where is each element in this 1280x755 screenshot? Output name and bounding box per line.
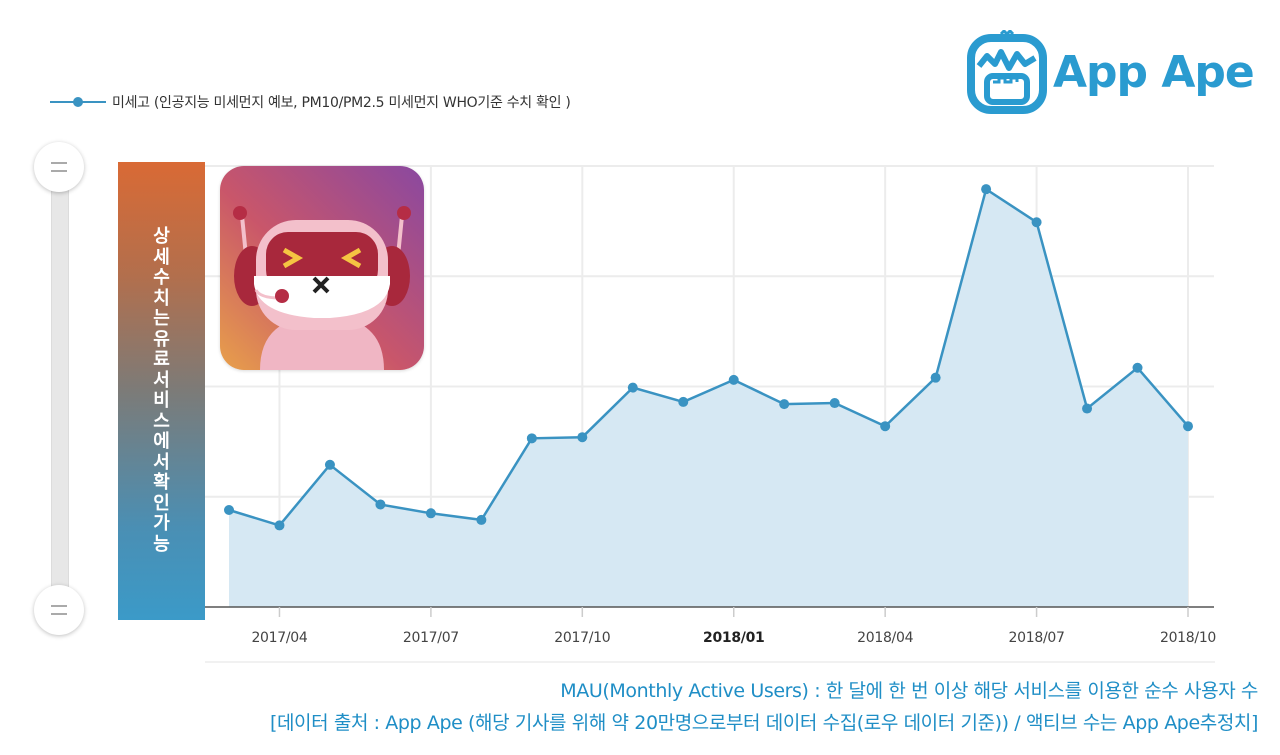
data-point[interactable] [274, 520, 285, 531]
data-point[interactable] [880, 421, 891, 432]
data-point[interactable] [577, 432, 588, 443]
x-axis-label: 2017/07 [402, 630, 459, 646]
misego-robot-mask-icon [220, 166, 424, 370]
legend-line-marker-icon [50, 92, 106, 112]
data-point[interactable] [425, 508, 436, 519]
data-point[interactable] [930, 372, 941, 383]
range-handle-bottom[interactable] [34, 585, 84, 635]
data-point[interactable] [1132, 362, 1143, 373]
data-point[interactable] [728, 374, 739, 385]
chart-bottom-divider [205, 661, 1215, 663]
data-point[interactable] [981, 184, 992, 195]
footer-mau-definition: MAU(Monthly Active Users) : 한 달에 한 번 이상 … [560, 680, 1258, 702]
range-handle-top[interactable] [34, 142, 84, 192]
logo-text: App Ape [1053, 46, 1255, 98]
x-axis-label: 2018/07 [1008, 630, 1065, 646]
grip-icon [51, 162, 67, 172]
x-axis-label: 2017/10 [554, 630, 611, 646]
x-axis-ticks [278, 607, 1189, 617]
x-axis-label: 2017/04 [251, 630, 308, 646]
chart-series-line [228, 187, 1189, 527]
x-axis-label: 2018/10 [1159, 630, 1217, 646]
chart-legend[interactable]: 미세고 (인공지능 미세먼지 예보, PM10/PM2.5 미세먼지 WHO기준… [50, 92, 571, 112]
data-point[interactable] [678, 396, 689, 407]
x-axis-label: 2018/04 [857, 630, 914, 646]
banner-text: 상세 수치는 유료 서비스에서 확인 가능 [153, 226, 177, 555]
data-point[interactable] [829, 398, 840, 409]
data-point[interactable] [224, 504, 234, 515]
grip-icon [51, 605, 67, 615]
chart-data-points [224, 184, 1193, 531]
app-ape-logo: App Ape [967, 30, 1255, 114]
data-point[interactable] [1031, 217, 1042, 228]
data-point[interactable] [375, 499, 386, 510]
data-point[interactable] [526, 433, 537, 444]
data-point[interactable] [627, 382, 638, 393]
data-point[interactable] [324, 459, 335, 470]
x-axis-label: 2018/01 [703, 630, 765, 646]
footer-data-source: [데이터 출처 : App Ape (해당 기사를 위해 약 20만명으로부터 … [269, 712, 1258, 734]
app-ape-monkey-icon [967, 30, 1047, 114]
legend-series-label: 미세고 (인공지능 미세먼지 예보, PM10/PM2.5 미세먼지 WHO기준… [112, 95, 571, 111]
data-point[interactable] [476, 514, 487, 525]
data-point[interactable] [1183, 421, 1193, 432]
range-scrollbar-track[interactable] [51, 175, 69, 600]
data-point[interactable] [1082, 403, 1093, 414]
data-point[interactable] [779, 399, 790, 410]
paid-service-banner: 상세 수치는 유료 서비스에서 확인 가능 [118, 162, 205, 620]
chart-area-fill [229, 189, 1188, 607]
